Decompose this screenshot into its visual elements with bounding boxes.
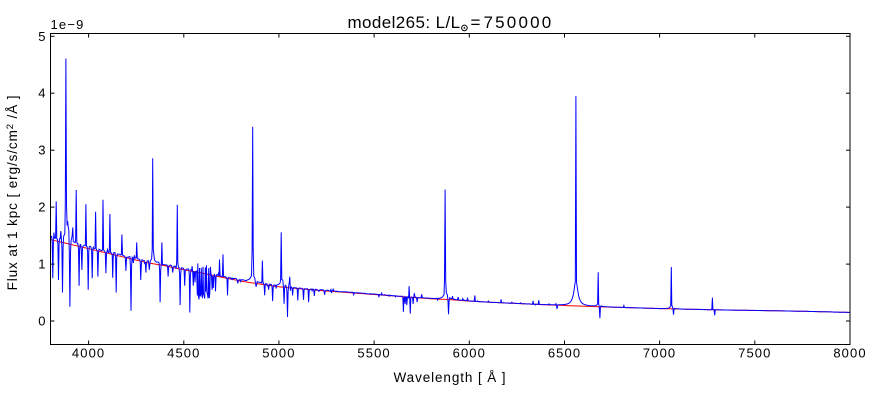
- svg-text:Wavelength [ Å ]: Wavelength [ Å ]: [394, 370, 507, 385]
- svg-text:3: 3: [38, 143, 45, 158]
- svg-text:6500: 6500: [548, 346, 581, 361]
- svg-text:1: 1: [38, 257, 45, 272]
- svg-text:Flux at 1 kpc [ erg/s/cm2 /Å ]: Flux at 1 kpc [ erg/s/cm2 /Å ]: [5, 95, 20, 291]
- svg-text:5500: 5500: [357, 346, 390, 361]
- svg-text:4000: 4000: [72, 346, 105, 361]
- svg-text:6000: 6000: [453, 346, 486, 361]
- svg-text:1e−9: 1e−9: [51, 17, 85, 32]
- svg-text:8000: 8000: [833, 346, 866, 361]
- svg-text:0: 0: [38, 314, 45, 329]
- svg-text:4: 4: [38, 86, 45, 101]
- svg-text:5000: 5000: [262, 346, 295, 361]
- svg-text:model265: L/L: model265: L/L: [348, 13, 461, 32]
- svg-text:=: =: [471, 13, 481, 32]
- svg-text:5: 5: [38, 29, 45, 44]
- svg-text:4500: 4500: [167, 346, 200, 361]
- svg-text:7500: 7500: [738, 346, 771, 361]
- svg-text:750000: 750000: [484, 13, 554, 32]
- svg-text:7000: 7000: [643, 346, 676, 361]
- svg-text:2: 2: [38, 200, 45, 215]
